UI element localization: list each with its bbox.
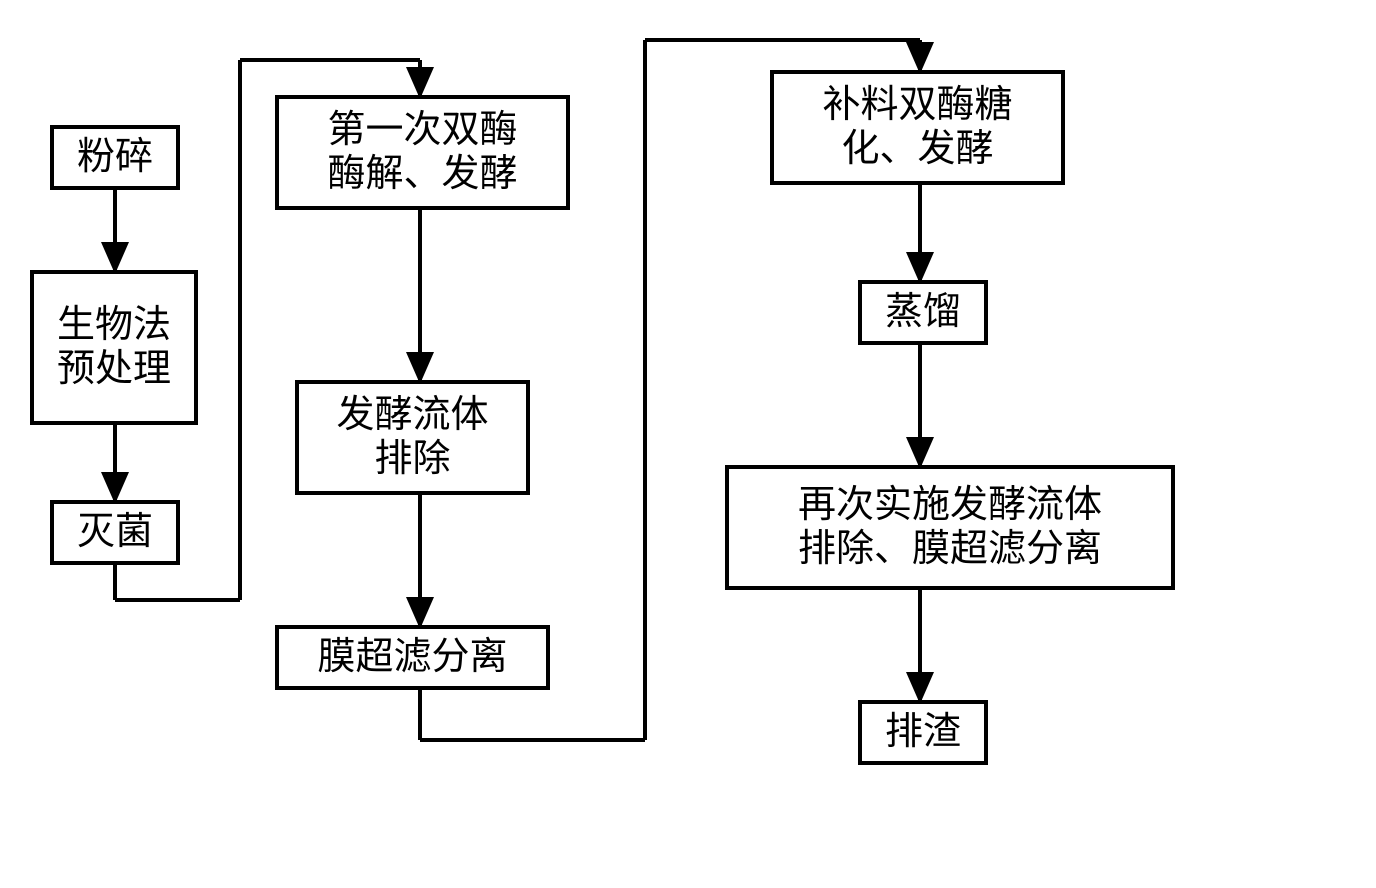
node-n5: 发酵流体 排除 — [295, 380, 530, 495]
flowchart-canvas: 粉碎生物法 预处理灭菌 第一次双酶 酶解、发酵发酵流体 排除膜超滤分离 补料双酶糖 … — [0, 0, 1376, 888]
node-n6: 膜超滤分离 — [275, 625, 550, 690]
node-n10: 排渣 — [858, 700, 988, 765]
node-n4: 第一次双酶 酶解、发酵 — [275, 95, 570, 210]
node-n9: 再次实施发酵流体 排除、膜超滤分离 — [725, 465, 1175, 590]
node-n1: 粉碎 — [50, 125, 180, 190]
node-n2: 生物法 预处理 — [30, 270, 198, 425]
edges-layer — [0, 0, 1376, 888]
node-n3: 灭菌 — [50, 500, 180, 565]
node-n8: 蒸馏 — [858, 280, 988, 345]
node-n7: 补料双酶糖 化、发酵 — [770, 70, 1065, 185]
